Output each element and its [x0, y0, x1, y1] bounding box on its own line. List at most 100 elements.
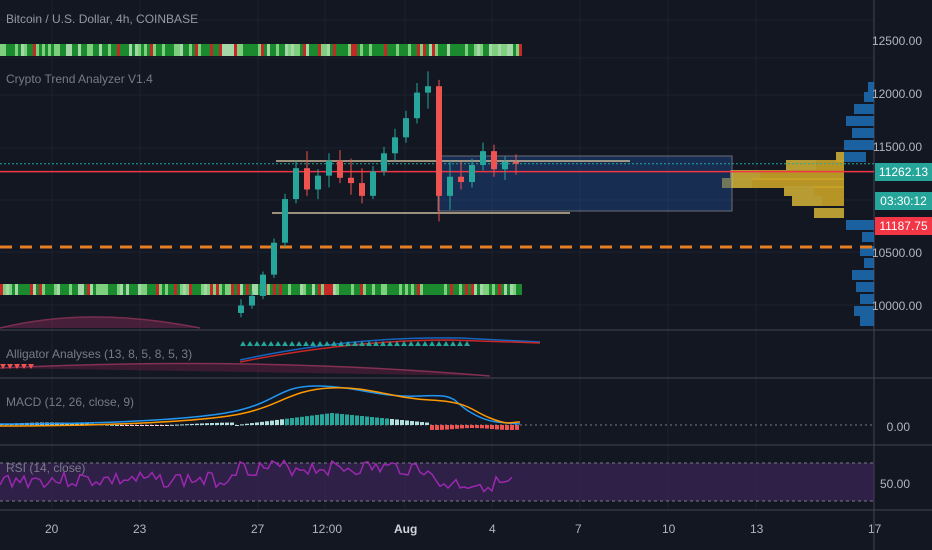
trend-bar-top	[444, 44, 447, 56]
trend-bar-top	[300, 44, 303, 56]
trend-bar-top	[219, 44, 222, 56]
trend-bar-top	[156, 44, 159, 56]
trend-bar-top	[342, 44, 345, 56]
macd-histogram-bar	[340, 414, 344, 425]
macd-histogram-bar	[270, 420, 274, 425]
trend-bar-bottom	[57, 284, 60, 295]
trend-bar-top	[114, 44, 117, 56]
trend-bar-bottom	[87, 284, 90, 295]
trend-bar-bottom	[294, 284, 297, 295]
trend-bar-bottom	[372, 284, 375, 295]
volume-profile-bar	[864, 92, 874, 102]
trend-bar-top	[195, 44, 198, 56]
alligator-arrow-up	[380, 341, 386, 346]
macd-histogram-bar	[205, 423, 209, 425]
indicator-alligator[interactable]: Alligator Analyses (13, 8, 5, 8, 5, 3)	[6, 347, 193, 361]
volume-profile-bar	[868, 82, 874, 92]
trend-bar-top	[420, 44, 423, 56]
trend-bar-bottom	[207, 284, 210, 295]
price-tick: 10000.00	[871, 299, 922, 313]
trend-bar-bottom	[447, 284, 450, 295]
volume-profile-bar	[814, 208, 844, 218]
trend-bar-top	[222, 44, 225, 56]
trend-bar-top	[513, 44, 516, 56]
trend-bar-bottom	[45, 284, 48, 295]
trend-bar-bottom	[48, 284, 51, 295]
trend-bar-bottom	[408, 284, 411, 295]
trend-bar-bottom	[129, 284, 132, 295]
trend-bar-bottom	[132, 284, 135, 295]
trend-bar-top	[147, 44, 150, 56]
candle	[403, 118, 409, 138]
volume-profile-bar	[836, 152, 866, 162]
trend-bar-bottom	[174, 284, 177, 295]
trend-bar-top	[477, 44, 480, 56]
trend-bar-bottom	[72, 284, 75, 295]
trend-bar-top	[90, 44, 93, 56]
trend-bar-bottom	[399, 284, 402, 295]
trend-bar-bottom	[492, 284, 495, 295]
macd-histogram-bar	[440, 425, 444, 430]
trend-bar-bottom	[219, 284, 222, 295]
trend-bar-top	[108, 44, 111, 56]
macd-histogram-bar	[435, 425, 439, 430]
trend-bar-bottom	[192, 284, 195, 295]
trend-bar-top	[270, 44, 273, 56]
trend-bar-bottom	[243, 284, 246, 295]
trend-bar-bottom	[195, 284, 198, 295]
macd-histogram-bar	[230, 422, 234, 425]
trend-bar-bottom	[105, 284, 108, 295]
trend-bar-bottom	[183, 284, 186, 295]
trend-bar-top	[474, 44, 477, 56]
macd-histogram-bar	[285, 418, 289, 425]
indicator-crypto-trend[interactable]: Crypto Trend Analyzer V1.4	[6, 72, 153, 86]
macd-histogram-bar	[425, 422, 429, 425]
trend-bar-bottom	[180, 284, 183, 295]
time-label: 4	[489, 522, 496, 536]
macd-line	[0, 385, 521, 425]
macd-histogram-bar	[80, 423, 84, 425]
macd-histogram-bar	[510, 425, 514, 430]
candle	[491, 151, 497, 170]
trend-bar-top	[426, 44, 429, 56]
trend-bar-top	[213, 44, 216, 56]
trend-bar-top	[126, 44, 129, 56]
trend-bar-top	[396, 44, 399, 56]
macd-histogram-bar	[360, 416, 364, 425]
trend-bar-bottom	[246, 284, 249, 295]
trend-bar-top	[3, 44, 6, 56]
trend-bar-bottom	[498, 284, 501, 295]
trend-bar-bottom	[204, 284, 207, 295]
trend-bar-top	[225, 44, 228, 56]
trend-bar-bottom	[420, 284, 423, 295]
trend-bar-bottom	[18, 284, 21, 295]
macd-histogram-bar	[255, 422, 259, 425]
alligator-arrow-up	[457, 341, 463, 346]
trend-bar-top	[321, 44, 324, 56]
trend-bar-bottom	[282, 284, 285, 295]
trend-bar-top	[159, 44, 162, 56]
trend-bar-top	[399, 44, 402, 56]
ref-price-label: 11187.75	[875, 217, 932, 235]
indicator-macd[interactable]: MACD (12, 26, close, 9)	[6, 395, 135, 409]
macd-histogram-bar	[300, 416, 304, 425]
indicator-rsi[interactable]: RSI (14, close)	[6, 461, 86, 475]
trend-bar-top	[0, 44, 3, 56]
macd-histogram-bar	[415, 421, 419, 425]
macd-histogram-bar	[250, 423, 254, 425]
macd-histogram-bar	[475, 425, 479, 429]
trend-bar-bottom	[234, 284, 237, 295]
trend-bar-top	[102, 44, 105, 56]
trend-bar-bottom	[411, 284, 414, 295]
trend-bar-top	[378, 44, 381, 56]
trend-bar-bottom	[114, 284, 117, 295]
trend-bar-top	[231, 44, 234, 56]
trend-bar-top	[75, 44, 78, 56]
trend-bar-bottom	[315, 284, 318, 295]
volume-profile-bar	[852, 270, 874, 280]
macd-histogram-bar	[345, 414, 349, 425]
macd-tick: 0.00	[886, 420, 910, 434]
macd-histogram-bar	[145, 425, 149, 426]
trend-bar-bottom	[303, 284, 306, 295]
